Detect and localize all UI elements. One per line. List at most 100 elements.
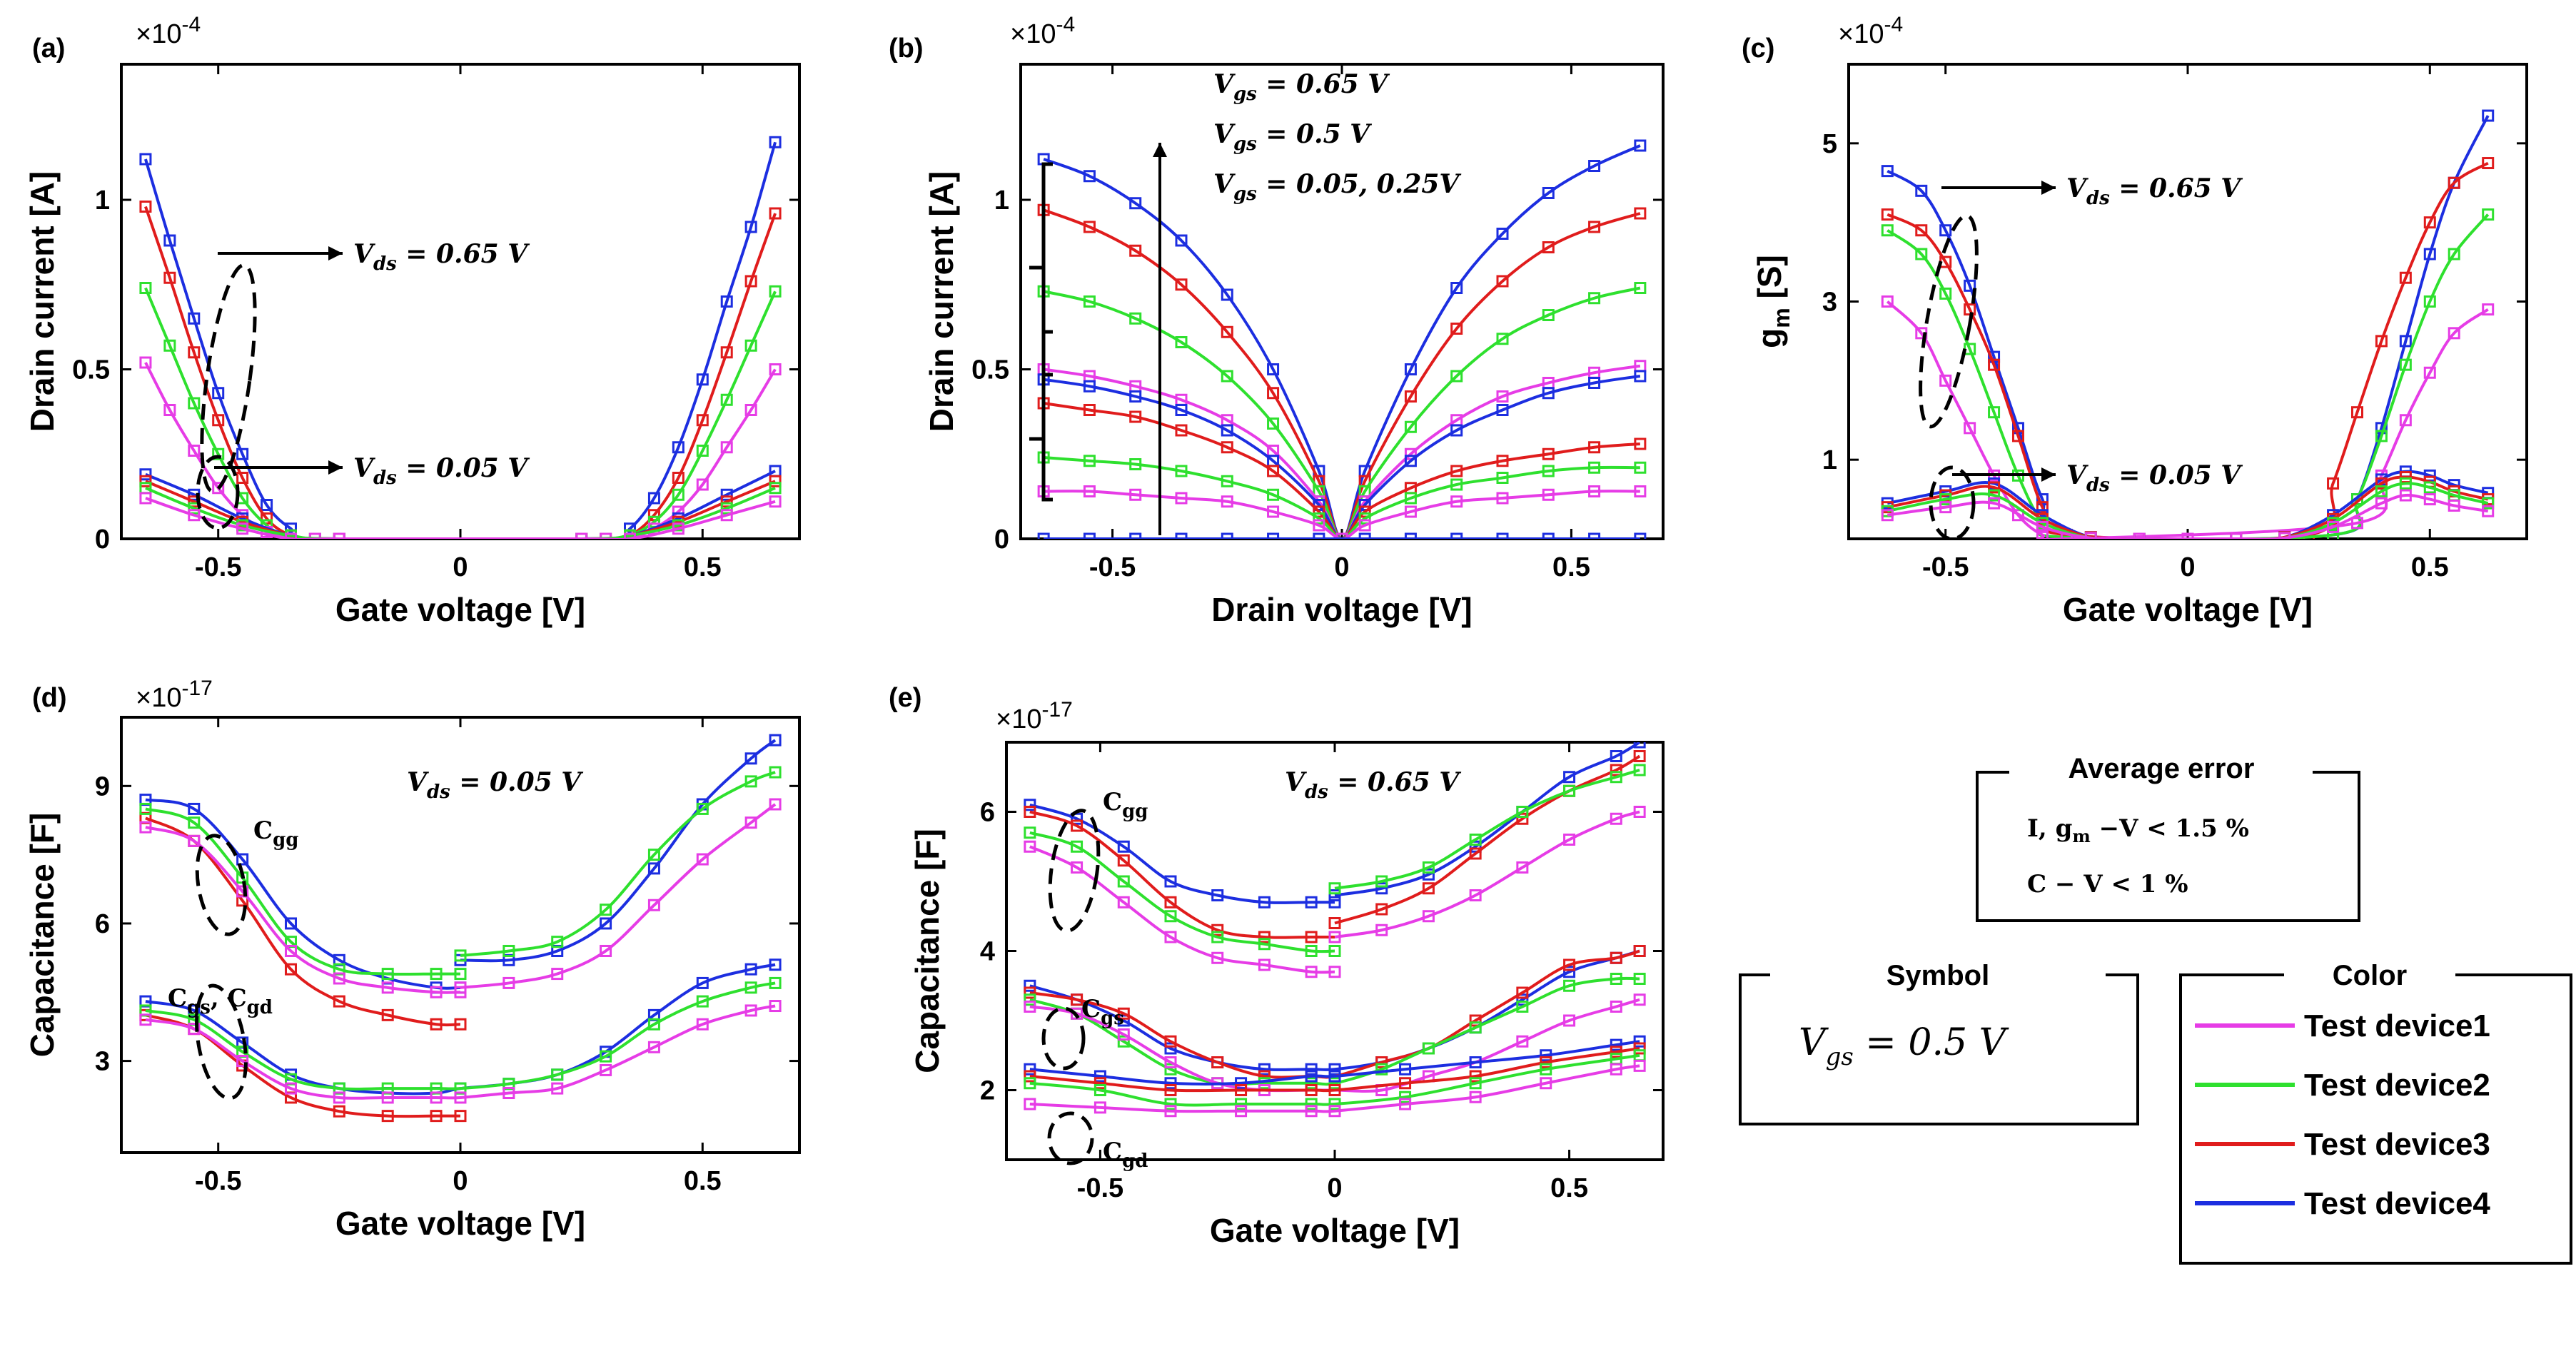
data-point bbox=[381, 1008, 394, 1021]
data-point bbox=[1634, 461, 1647, 474]
data-point bbox=[551, 1068, 564, 1081]
data-point bbox=[1313, 532, 1325, 539]
panel-letter: (b) bbox=[889, 34, 924, 64]
data-point bbox=[769, 363, 782, 375]
data-point bbox=[720, 393, 733, 406]
data-point bbox=[647, 899, 660, 911]
data-point bbox=[2375, 485, 2388, 497]
data-point bbox=[1496, 275, 1509, 288]
data-point bbox=[1964, 422, 1976, 435]
data-point bbox=[1404, 455, 1417, 467]
x-tick-label: 0 bbox=[453, 1166, 468, 1196]
vds065-arrow-c-head bbox=[2041, 181, 2056, 195]
x-axis-label: Gate voltage [V] bbox=[335, 1205, 585, 1242]
data-point bbox=[720, 441, 733, 454]
data-point bbox=[1542, 241, 1555, 253]
data-point bbox=[1024, 826, 1036, 839]
panel-letter: (c) bbox=[1742, 34, 1774, 64]
data-point bbox=[2423, 248, 2436, 260]
data-point bbox=[2423, 295, 2436, 308]
x-tick-label: 0 bbox=[1327, 1173, 1342, 1203]
data-point bbox=[285, 1082, 297, 1095]
series-line bbox=[144, 287, 777, 539]
data-point bbox=[2399, 358, 2412, 371]
data-point bbox=[1469, 889, 1482, 901]
data-point bbox=[1633, 993, 1646, 1006]
data-point bbox=[1939, 224, 1952, 237]
data-point bbox=[1175, 465, 1188, 477]
data-point bbox=[1164, 1035, 1177, 1048]
data-point bbox=[1399, 1063, 1412, 1076]
data-point bbox=[1422, 1042, 1435, 1055]
data-point bbox=[139, 356, 152, 369]
data-point bbox=[212, 482, 225, 495]
data-point bbox=[769, 976, 782, 989]
x-axis-label: Gate voltage [V] bbox=[335, 591, 585, 628]
data-point bbox=[1258, 931, 1271, 943]
data-point bbox=[502, 976, 515, 989]
vds065-label-a: Vds = 0.65 V bbox=[353, 239, 530, 275]
data-point bbox=[1469, 1056, 1482, 1068]
data-point bbox=[720, 509, 733, 522]
data-point bbox=[1496, 228, 1509, 240]
symbol-vgs-text: Vgs = 0.5 V bbox=[1799, 1021, 2009, 1071]
data-point bbox=[2133, 532, 2146, 539]
y-axis-label: gm [S] bbox=[1751, 255, 1794, 348]
series-line bbox=[1334, 810, 1640, 938]
data-point bbox=[1610, 1063, 1622, 1076]
data-point bbox=[1399, 1098, 1412, 1110]
data-point bbox=[1540, 1077, 1552, 1090]
data-point bbox=[1588, 532, 1601, 539]
data-point bbox=[2375, 497, 2388, 510]
data-point bbox=[2482, 505, 2495, 517]
data-point bbox=[647, 492, 660, 505]
data-point bbox=[1083, 485, 1096, 497]
data-point bbox=[600, 1063, 612, 1076]
data-point bbox=[163, 271, 176, 284]
data-point bbox=[1267, 505, 1280, 518]
series-line bbox=[1886, 161, 2489, 539]
data-point bbox=[1633, 1059, 1646, 1072]
data-point bbox=[1328, 945, 1341, 957]
data-point bbox=[454, 968, 467, 981]
data-point bbox=[1516, 861, 1529, 874]
series-line bbox=[1029, 803, 1335, 904]
data-point bbox=[1915, 248, 1928, 260]
y-tick-label: 0.5 bbox=[971, 355, 1009, 385]
data-point bbox=[720, 502, 733, 515]
data-point bbox=[647, 1041, 660, 1053]
data-point bbox=[1881, 295, 1894, 308]
legend-label-1: Test device1 bbox=[2304, 1008, 2490, 1043]
data-point bbox=[1117, 854, 1130, 867]
data-point bbox=[1305, 1063, 1318, 1076]
data-point bbox=[1404, 420, 1417, 433]
data-point bbox=[1258, 896, 1271, 909]
data-point bbox=[1399, 1077, 1412, 1090]
data-point bbox=[1588, 292, 1601, 305]
data-point bbox=[2036, 501, 2049, 514]
data-point bbox=[1175, 404, 1188, 416]
data-point bbox=[672, 472, 685, 484]
legend-label-4: Test device4 bbox=[2304, 1186, 2490, 1221]
data-point bbox=[1939, 501, 1952, 514]
data-point bbox=[236, 522, 249, 535]
data-point bbox=[1117, 875, 1130, 888]
data-point bbox=[188, 834, 201, 847]
cgg-ellipse-e bbox=[1048, 809, 1101, 933]
x-tick-label: 0.5 bbox=[684, 1166, 722, 1196]
cgg-label-e: Cgg bbox=[1103, 788, 1148, 822]
data-point bbox=[1469, 1077, 1482, 1090]
data-point bbox=[744, 981, 757, 994]
data-point bbox=[454, 1018, 467, 1031]
y-tick-label: 6 bbox=[980, 798, 995, 828]
data-point bbox=[696, 478, 709, 491]
data-point bbox=[1633, 1035, 1646, 1048]
data-point bbox=[454, 1110, 467, 1123]
data-point bbox=[1211, 951, 1224, 964]
cgs-cgd-label-d: Cgs, Cgd bbox=[168, 984, 273, 1018]
data-point bbox=[1164, 1105, 1177, 1118]
series-line bbox=[1029, 949, 1640, 1071]
data-point bbox=[1305, 931, 1318, 943]
data-point bbox=[1633, 764, 1646, 776]
